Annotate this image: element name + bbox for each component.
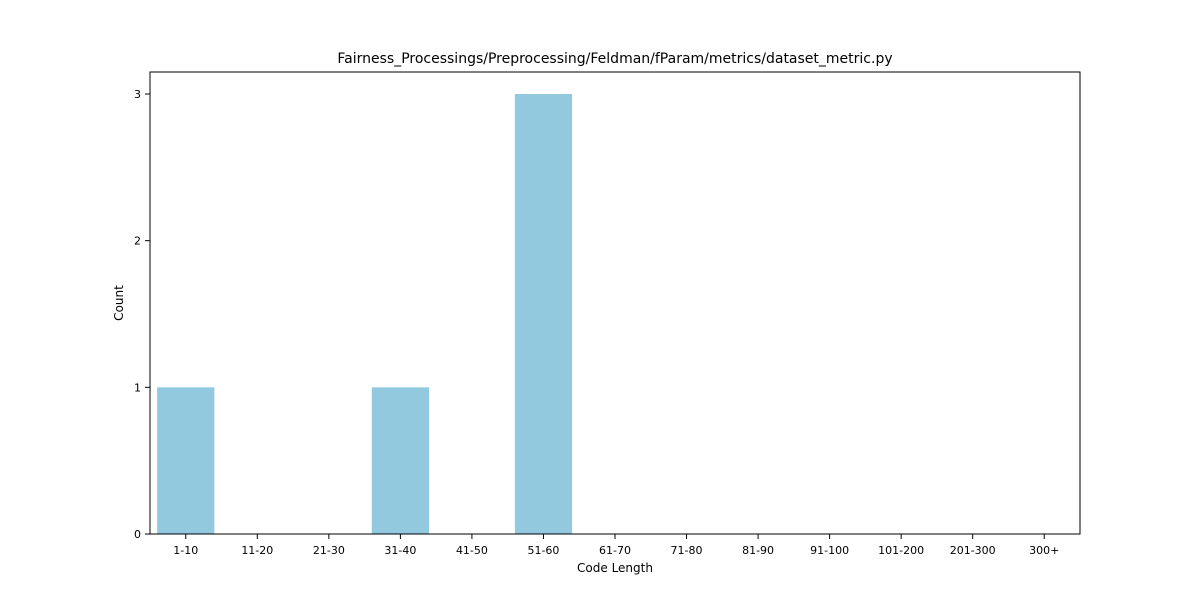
y-axis-label: Count (112, 285, 126, 321)
bar-31-40 (371, 387, 429, 534)
x-tick-label: 51-60 (527, 544, 559, 557)
x-tick-label: 81-90 (742, 544, 774, 557)
bar-1-10 (157, 387, 215, 534)
y-tick-label: 0 (134, 528, 141, 541)
y-tick-label: 3 (134, 88, 141, 101)
x-tick-label: 11-20 (241, 544, 273, 557)
x-tick-label: 71-80 (671, 544, 703, 557)
x-axis-ticks: 1-10 11-20 21-30 31-40 41-50 51-60 61-70 71-80 8… (173, 534, 1059, 557)
x-tick-label: 21-30 (313, 544, 345, 557)
x-tick-label: 31-40 (384, 544, 416, 557)
y-axis-ticks: 0 1 2 3 (134, 88, 150, 541)
y-tick-label: 1 (134, 381, 141, 394)
plot-frame (149, 71, 1081, 535)
x-tick-label: 300+ (1029, 544, 1059, 557)
x-tick-label: 61-70 (599, 544, 631, 557)
bars-group (157, 94, 573, 534)
x-tick-label: 1-10 (173, 544, 198, 557)
x-tick-label: 91-100 (810, 544, 849, 557)
x-tick-label: 201-300 (950, 544, 996, 557)
bar-51-60 (514, 94, 573, 534)
x-tick-label: 101-200 (878, 544, 924, 557)
x-axis-label: Code Length (577, 561, 653, 575)
y-tick-label: 2 (134, 235, 141, 248)
chart-title: Fairness_Processings/Preprocessing/Feldm… (337, 51, 892, 67)
x-tick-label: 41-50 (456, 544, 488, 557)
